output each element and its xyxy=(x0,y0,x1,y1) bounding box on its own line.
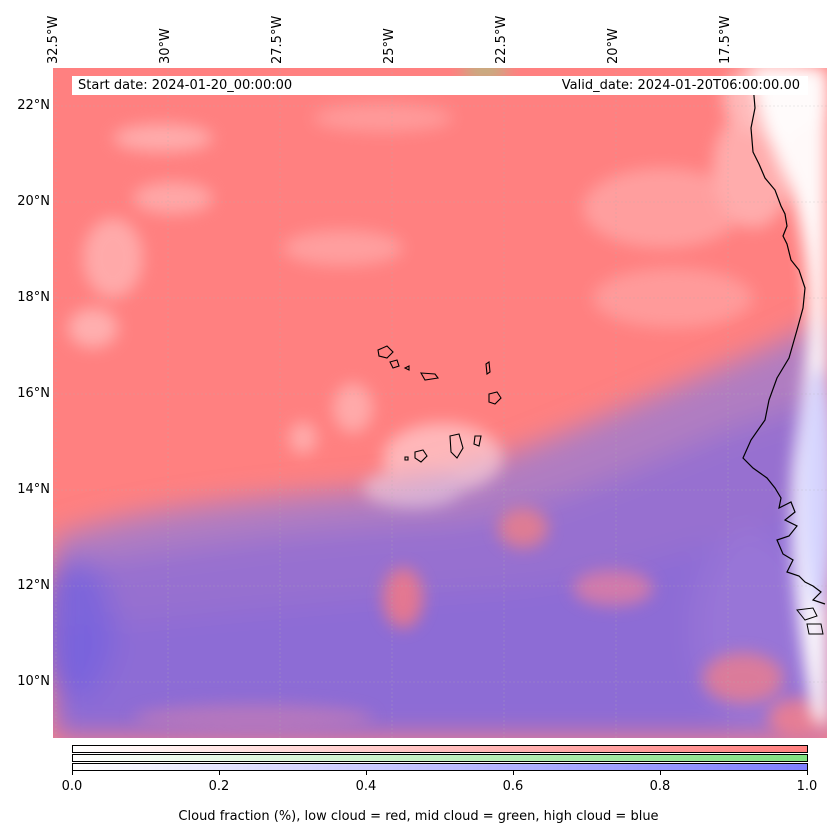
lon-label-17-5w: 17.5°W xyxy=(718,15,733,64)
lat-label-14n: 14°N xyxy=(17,482,50,497)
colorbar-tick-0: 0.0 xyxy=(61,779,83,794)
colorbar-mid-cloud xyxy=(72,754,808,762)
colorbar-tickmark xyxy=(807,771,808,775)
lon-label-22-5w: 22.5°W xyxy=(494,15,509,64)
valid-date-label: Valid_date: 2024-01-20T06:00:00.00 xyxy=(561,78,800,93)
lon-label-25w: 25°W xyxy=(382,28,397,64)
lat-label-22n: 22°N xyxy=(17,98,50,113)
lat-label-18n: 18°N xyxy=(17,290,50,305)
colorbar-label: Cloud fraction (%), low cloud = red, mid… xyxy=(178,809,659,824)
low-cloud-streaks xyxy=(133,508,827,738)
lat-label-16n: 16°N xyxy=(17,386,50,401)
coast-detail xyxy=(796,607,824,635)
lon-label-30w: 30°W xyxy=(158,28,173,64)
map-panel xyxy=(53,68,827,738)
start-date-label: Start date: 2024-01-20_00:00:00 xyxy=(78,78,293,93)
colorbar xyxy=(72,745,808,771)
colorbar-low-cloud xyxy=(72,745,808,753)
coastal-clear-area xyxy=(753,68,827,728)
colorbar-tick-0-2: 0.2 xyxy=(208,779,230,794)
lon-label-32-5w: 32.5°W xyxy=(46,15,61,64)
colorbar-tick-0-4: 0.4 xyxy=(355,779,377,794)
lon-label-27-5w: 27.5°W xyxy=(270,15,285,64)
colorbar-tickmark xyxy=(660,771,661,775)
colorbar-tickmark xyxy=(219,771,220,775)
colorbar-high-cloud xyxy=(72,763,808,771)
colorbar-tick-0-8: 0.8 xyxy=(649,779,671,794)
africa-coastline xyxy=(742,83,826,605)
colorbar-tickmark xyxy=(366,771,367,775)
colorbar-tickmark xyxy=(72,771,73,775)
thin-cloud-streaks xyxy=(68,68,823,508)
colorbar-tickmark xyxy=(513,771,514,775)
cape-verde-islands xyxy=(377,345,502,463)
lon-label-20w: 20°W xyxy=(606,28,621,64)
lat-label-10n: 10°N xyxy=(17,674,50,689)
colorbar-tick-0-6: 0.6 xyxy=(502,779,524,794)
cloud-fraction-map xyxy=(53,68,827,738)
colorbar-tick-1: 1.0 xyxy=(796,779,818,794)
lat-label-12n: 12°N xyxy=(17,578,50,593)
graticule xyxy=(53,68,827,738)
mid-cloud-patch xyxy=(461,68,509,77)
lat-label-20n: 20°N xyxy=(17,194,50,209)
date-info-bar: Start date: 2024-01-20_00:00:00 Valid_da… xyxy=(72,76,808,95)
